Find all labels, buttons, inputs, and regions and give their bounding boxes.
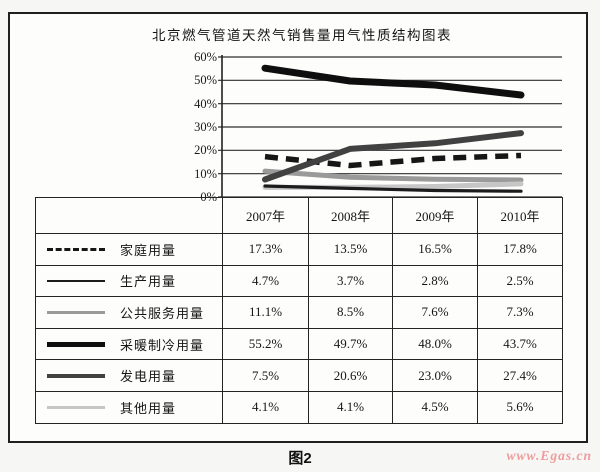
value-cell: 5.6%: [477, 390, 563, 424]
value-cell: 4.1%: [222, 390, 309, 424]
value-cell: 7.3%: [477, 296, 563, 329]
series-label: 发电用量: [120, 369, 177, 385]
data-table: 2007年 2008年 2009年 2010年 家庭用量 17.3% 13.5%…: [35, 197, 563, 424]
year-header: 2009年: [392, 197, 478, 234]
series-label: 生产用量: [120, 274, 177, 290]
value-cell: 48.0%: [392, 327, 478, 361]
watermark: www.Egas.cn: [506, 448, 592, 463]
value-cell: 17.8%: [477, 233, 563, 266]
value-cell: 55.2%: [222, 327, 309, 361]
value-cell: 43.7%: [477, 327, 563, 361]
table-row: 发电用量 7.5% 20.6% 23.0% 27.4%: [35, 359, 563, 392]
table-row: 家庭用量 17.3% 13.5% 16.5% 17.8%: [35, 233, 563, 266]
legend-line-icon: [47, 310, 105, 314]
y-axis-tick-label: 60%: [194, 50, 217, 64]
value-cell: 4.1%: [308, 390, 393, 424]
value-cell: 49.7%: [308, 327, 393, 361]
legend-line-icon: [47, 247, 105, 251]
y-axis-tick-label: 10%: [194, 167, 217, 181]
value-cell: 11.1%: [222, 296, 309, 329]
value-cell: 7.5%: [222, 359, 309, 392]
y-axis-tick-label: 40%: [194, 97, 217, 111]
value-cell: 4.7%: [222, 264, 309, 298]
y-axis-tick-label: 50%: [194, 73, 217, 87]
series-label: 其他用量: [120, 400, 177, 416]
table-row: 生产用量 4.7% 3.7% 2.8% 2.5%: [35, 264, 563, 298]
legend-line-icon: [47, 373, 105, 378]
y-axis-tick-label: 20%: [194, 143, 217, 157]
value-cell: 7.6%: [392, 296, 478, 329]
value-cell: 17.3%: [222, 233, 309, 266]
legend-line-icon: [47, 279, 105, 282]
legend-line-icon: [47, 341, 105, 347]
year-header: 2010年: [477, 197, 563, 234]
y-axis-tick-label: 30%: [194, 120, 217, 134]
value-cell: 20.6%: [308, 359, 393, 392]
series-label: 家庭用量: [120, 242, 177, 258]
year-header: 2007年: [222, 197, 309, 234]
value-cell: 27.4%: [477, 359, 563, 392]
table-row: 采暖制冷用量 55.2% 49.7% 48.0% 43.7%: [35, 327, 563, 361]
chart-title: 北京燃气管道天然气销售量用气性质结构图表: [152, 28, 452, 43]
legend-line-icon: [47, 405, 105, 409]
value-cell: 2.5%: [477, 264, 563, 298]
year-header: 2008年: [308, 197, 393, 234]
corner-cell: [35, 197, 223, 234]
figure-caption: 图2: [288, 450, 312, 467]
series-label: 公共服务用量: [120, 305, 205, 321]
value-cell: 4.5%: [392, 390, 478, 424]
value-cell: 3.7%: [308, 264, 393, 298]
value-cell: 2.8%: [392, 264, 478, 298]
table-row: 公共服务用量 11.1% 8.5% 7.6% 7.3%: [35, 296, 563, 329]
value-cell: 13.5%: [308, 233, 393, 266]
value-cell: 16.5%: [392, 233, 478, 266]
table-row: 其他用量 4.1% 4.1% 4.5% 5.6%: [35, 390, 563, 424]
year-header-row: 2007年 2008年 2009年 2010年: [35, 197, 563, 234]
series-label: 采暖制冷用量: [120, 337, 205, 353]
value-cell: 8.5%: [308, 296, 393, 329]
value-cell: 23.0%: [392, 359, 478, 392]
